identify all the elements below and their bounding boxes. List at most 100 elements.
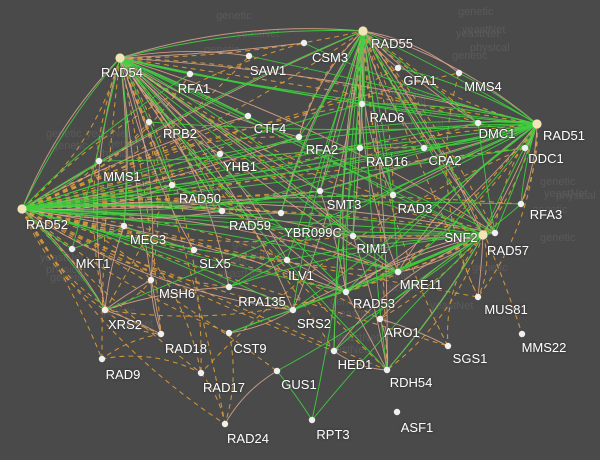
yeastnet-edge [333, 234, 484, 352]
graph-node[interactable] [444, 342, 452, 350]
genetic-edge [119, 30, 364, 59]
graph-node[interactable] [383, 366, 391, 374]
genetic-edge [397, 123, 538, 273]
graph-node[interactable] [225, 329, 233, 337]
graph-node[interactable] [17, 204, 27, 214]
graph-node[interactable] [168, 181, 176, 189]
yeastnet-edge [21, 122, 479, 210]
graph-node[interactable] [218, 207, 226, 215]
graph-node[interactable] [221, 420, 229, 428]
graph-node[interactable] [245, 52, 253, 60]
physical-edge [119, 28, 364, 59]
yeastnet-edge [21, 147, 361, 210]
graph-node[interactable] [358, 26, 368, 36]
physical-edge [21, 57, 121, 210]
yeastnet-edge [392, 194, 484, 236]
genetic-edge [520, 123, 538, 205]
graph-node[interactable] [115, 53, 125, 63]
physical-edge [319, 30, 364, 192]
genetic-edge [477, 123, 538, 298]
genetic-edge [101, 57, 121, 360]
graph-node[interactable] [518, 330, 526, 338]
graph-node[interactable] [157, 330, 165, 338]
graph-node[interactable] [225, 283, 233, 291]
genetic-edge [362, 30, 479, 124]
physical-edge [96, 57, 121, 311]
graph-node[interactable] [474, 119, 482, 127]
yeastnet-edge [311, 30, 364, 421]
physical-edge [21, 208, 294, 311]
graph-node[interactable] [145, 118, 153, 126]
graph-node[interactable] [120, 222, 128, 230]
node-group[interactable] [17, 26, 542, 428]
yeastnet-edge [397, 123, 538, 273]
graph-node[interactable] [356, 144, 364, 152]
graph-node[interactable] [98, 355, 106, 363]
graph-node[interactable] [101, 306, 109, 314]
graph-node[interactable] [389, 191, 397, 199]
physical-edge [119, 42, 305, 59]
genetic-edge [477, 122, 538, 129]
yeastnet-edge [71, 57, 121, 250]
yeastnet-edge [21, 208, 294, 311]
physical-edge [362, 30, 479, 124]
graph-node[interactable] [147, 276, 155, 284]
graph-node[interactable] [342, 288, 350, 296]
graph-node[interactable] [68, 245, 76, 253]
graph-node[interactable] [300, 39, 308, 47]
graph-node[interactable] [197, 369, 205, 377]
physical-edge [362, 30, 460, 74]
graph-node[interactable] [376, 315, 384, 323]
physical-edge [362, 30, 425, 149]
graph-node[interactable] [244, 112, 252, 120]
graph-node[interactable] [273, 367, 281, 375]
graph-node[interactable] [216, 150, 224, 158]
graph-node[interactable] [491, 229, 499, 237]
graph-node[interactable] [474, 293, 482, 301]
graph-node[interactable] [394, 64, 402, 72]
graph-node[interactable] [283, 256, 291, 264]
genetic-edge [482, 123, 538, 236]
graph-node[interactable] [295, 133, 303, 141]
genetic-edge [362, 30, 394, 196]
graph-node[interactable] [277, 209, 285, 217]
graph-node[interactable] [349, 232, 357, 240]
graph-node[interactable] [394, 268, 402, 276]
yeastnet-edge [219, 123, 538, 155]
graph-node[interactable] [478, 230, 488, 240]
graph-node[interactable] [308, 416, 316, 424]
graph-node[interactable] [316, 187, 324, 195]
yeastnet-edge [458, 72, 538, 125]
yeastnet-edge [319, 190, 484, 236]
graph-node[interactable] [455, 69, 463, 77]
yeastnet-edge [520, 123, 538, 205]
genetic-edge [21, 123, 538, 210]
genetic-edge [119, 57, 162, 335]
graph-node[interactable] [393, 408, 401, 416]
physical-edge [104, 279, 152, 311]
yeastnet-edge [119, 57, 354, 237]
yeastnet-edge [21, 208, 288, 261]
genetic-edge [119, 57, 159, 281]
graph-node[interactable] [95, 157, 103, 165]
physical-edge [119, 57, 230, 288]
graph-node[interactable] [358, 100, 366, 108]
genetic-edge [379, 234, 484, 320]
genetic-edge [93, 57, 121, 311]
yeastnet-edge [362, 30, 399, 273]
graph-node[interactable] [186, 70, 194, 78]
yeastnet-edge [298, 120, 538, 138]
graph-node[interactable] [420, 144, 428, 152]
graph-node[interactable] [190, 246, 198, 254]
physical-edge [379, 318, 449, 347]
graph-node[interactable] [517, 200, 525, 208]
genetic-edge [21, 208, 479, 298]
physical-edge [150, 279, 162, 335]
graph-node[interactable] [521, 144, 529, 152]
graph-node[interactable] [330, 347, 338, 355]
graph-node[interactable] [532, 119, 542, 129]
graph-node[interactable] [289, 306, 297, 314]
yeastnet-edge [21, 208, 399, 273]
